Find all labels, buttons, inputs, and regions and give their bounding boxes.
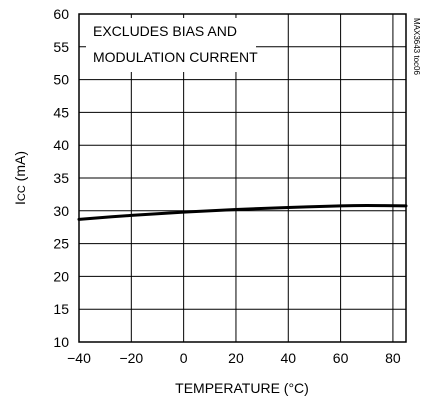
y-tick-label: 55	[53, 39, 69, 55]
y-axis-label-unit: (mA)	[12, 151, 28, 185]
x-tick-label: 80	[385, 350, 401, 366]
x-tick-label: −40	[67, 350, 91, 366]
y-tick-label: 40	[53, 137, 69, 153]
y-tick-label: 60	[53, 6, 69, 22]
annotation-box	[86, 18, 256, 72]
x-tick-label: 40	[280, 350, 296, 366]
y-tick-label: 15	[53, 301, 69, 317]
y-tick-label: 35	[53, 170, 69, 186]
x-tick-label: −20	[119, 350, 143, 366]
y-axis-label-subscript: CC	[16, 185, 28, 201]
x-tick-label: 0	[180, 350, 188, 366]
plot-frame	[78, 13, 407, 343]
y-tick-label: 10	[53, 334, 69, 350]
annotation-line-1: EXCLUDES BIAS AND	[93, 23, 237, 39]
y-tick-label: 30	[53, 203, 69, 219]
series-line-0	[77, 204, 408, 221]
y-axis-label-main: I	[12, 201, 28, 205]
y-tick-label: 45	[53, 104, 69, 120]
y-axis-label: ICC (mA)	[12, 151, 28, 205]
x-tick-label: 60	[333, 350, 349, 366]
tick-labels: −40 −20 0 20 40 60 80 10 15 20 25 30 35 40 45 50 55 60	[53, 6, 400, 366]
annotation-line-2: MODULATION CURRENT	[93, 49, 258, 65]
y-tick-label: 50	[53, 72, 69, 88]
series-group	[77, 204, 408, 221]
x-axis-label: TEMPERATURE (°C)	[175, 380, 309, 396]
grid	[79, 14, 406, 342]
watermark: MAX3643 toc06	[412, 18, 421, 75]
x-tick-label: 20	[228, 350, 244, 366]
y-tick-label: 20	[53, 268, 69, 284]
y-tick-label: 25	[53, 236, 69, 252]
